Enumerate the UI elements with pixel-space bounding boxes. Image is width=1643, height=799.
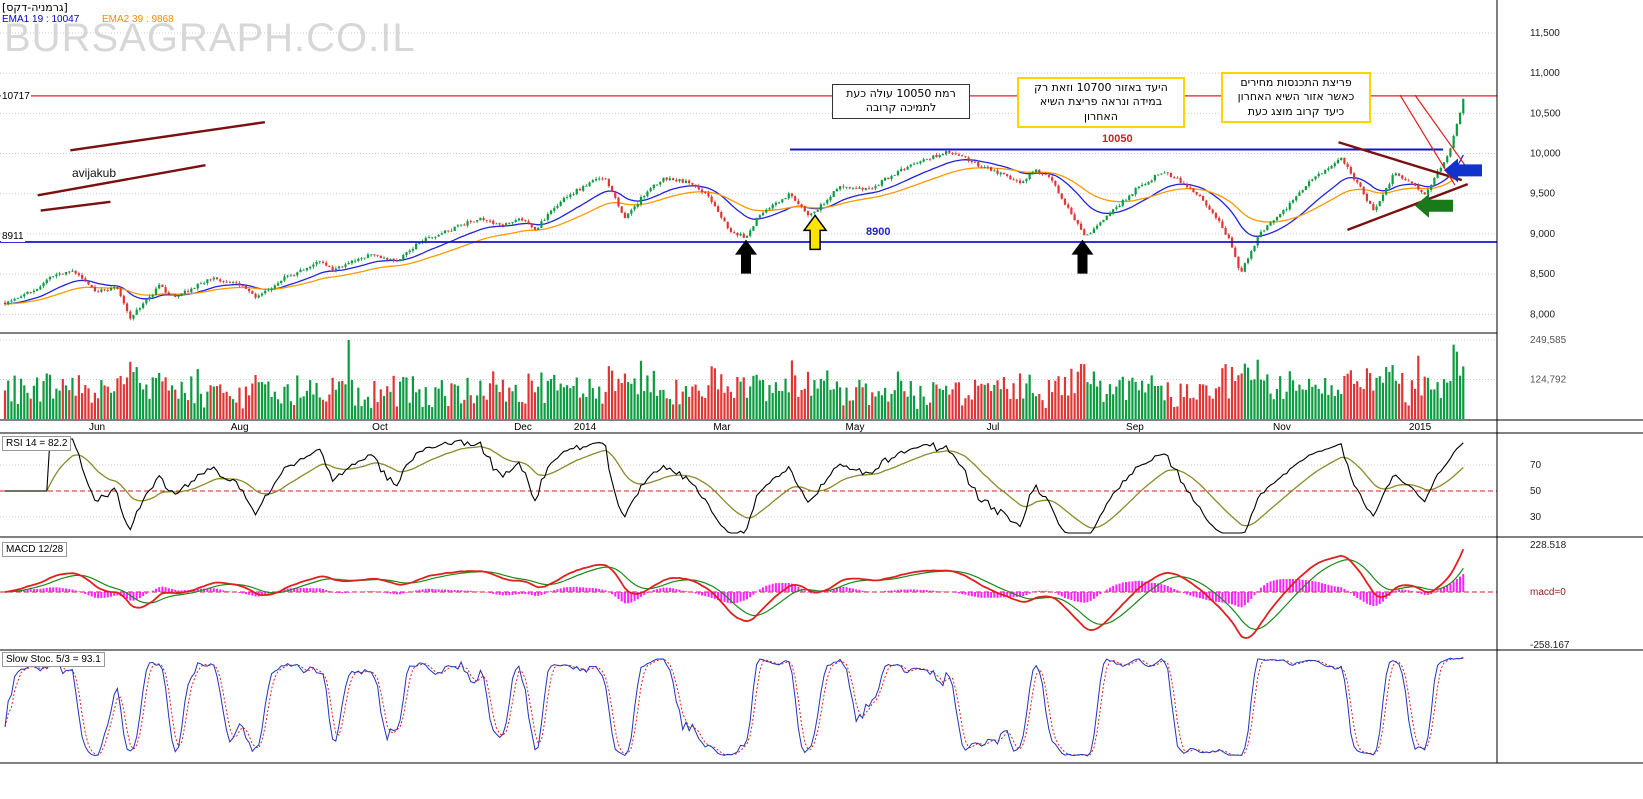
axis-tick-label: Nov bbox=[1273, 422, 1291, 433]
annotation-target-note: היעד באזור 10700 וזאת רק במידה ונראה פרי… bbox=[1017, 77, 1185, 128]
rsi-panel-label: RSI 14 = 82.2 bbox=[2, 436, 72, 451]
axis-tick-label: 8,500 bbox=[1530, 269, 1555, 280]
axis-tick-label: 228.518 bbox=[1530, 540, 1567, 551]
support-price-tag: 8911 bbox=[1, 231, 25, 242]
ema2-line bbox=[4, 167, 1464, 305]
green-left-arrow bbox=[1415, 193, 1453, 218]
axis-labels: 11,500 11,000 10,500 10,000 9,500 9,000 8,500 8… bbox=[1530, 28, 1570, 651]
axis-tick-label: May bbox=[846, 422, 865, 433]
axis-tick-label: 70 bbox=[1530, 460, 1542, 471]
axis-tick-label: 11,500 bbox=[1530, 28, 1560, 39]
yellow-up-arrow bbox=[802, 214, 828, 251]
arrow-markers bbox=[735, 158, 1482, 274]
rsi-line bbox=[5, 438, 1464, 534]
watermark: BURSAGRAPH.CO.IL bbox=[4, 16, 416, 60]
axis-tick-label: 10,500 bbox=[1530, 108, 1561, 119]
axis-tick-label: 249,585 bbox=[1530, 335, 1567, 346]
axis-tick-label: 10,000 bbox=[1530, 149, 1561, 160]
macd-histogram bbox=[7, 574, 1465, 608]
black-up-arrow-1 bbox=[735, 239, 757, 274]
rsi-smooth-line bbox=[5, 445, 1464, 529]
axis-tick-label: Sep bbox=[1126, 422, 1144, 433]
axis-tick-label: Jul bbox=[987, 422, 1000, 433]
red-breakout-line bbox=[1414, 94, 1471, 173]
resistance-price-tag: 10717 bbox=[1, 91, 31, 102]
level-8900-label: 8900 bbox=[866, 226, 891, 238]
axis-tick-label: 124,792 bbox=[1530, 375, 1567, 386]
stoch-panel bbox=[4, 657, 1464, 757]
level-10050-label: 10050 bbox=[1102, 133, 1133, 145]
axis-tick-label: 9,000 bbox=[1530, 229, 1555, 240]
ema1-line bbox=[4, 154, 1464, 305]
volume-bars bbox=[3, 340, 1465, 419]
axis-tick-label: 2014 bbox=[574, 422, 597, 433]
axis-tick-label: 8,000 bbox=[1530, 309, 1555, 320]
rsi-panel bbox=[5, 438, 1464, 534]
blue-left-arrow bbox=[1444, 158, 1482, 183]
axis-tick-label: 11,000 bbox=[1530, 68, 1560, 79]
annotation-breakout-note: פריצת התכנסות מחירים כאשר אזור השיא האחר… bbox=[1221, 72, 1371, 123]
axis-tick-label: Dec bbox=[514, 422, 532, 433]
axis-tick-label: 9,500 bbox=[1530, 189, 1555, 200]
axis-tick-label: Jun bbox=[89, 422, 105, 433]
macd-line bbox=[4, 548, 1465, 639]
macd-lines bbox=[4, 548, 1465, 639]
axis-tick-label: 50 bbox=[1530, 486, 1542, 497]
gridlines bbox=[0, 32, 1497, 593]
macd-panel-label: MACD 12/28 bbox=[2, 542, 68, 557]
panel-borders bbox=[0, 0, 1643, 764]
stoch-panel-label: Slow Stoc. 5/3 = 93.1 bbox=[2, 652, 105, 667]
x-axis-labels: Jun Aug Oct Dec 2014 Mar May Jul Sep Nov 2015 bbox=[89, 422, 1432, 433]
ema2-legend: EMA2 39 : 9868 bbox=[102, 14, 174, 25]
dark-red-trend-line bbox=[40, 200, 111, 212]
axis-tick-label: Oct bbox=[372, 422, 388, 433]
candles-layer bbox=[3, 98, 1465, 321]
axis-tick-label: 2015 bbox=[1409, 422, 1432, 433]
author-signature: avijakub bbox=[72, 166, 117, 180]
axis-tick-label: -258.167 bbox=[1530, 640, 1570, 651]
annotation-support-note: רמת 10050 עולה כעת לתמיכה קרובה bbox=[832, 84, 970, 119]
axis-tick-label: Mar bbox=[713, 422, 731, 433]
axis-tick-label: Aug bbox=[231, 422, 249, 433]
ema1-legend: EMA1 19 : 10047 bbox=[2, 14, 80, 25]
axis-tick-label: macd=0 bbox=[1530, 587, 1566, 598]
dark-red-trend-line bbox=[70, 121, 266, 152]
stoch-d-line bbox=[4, 657, 1464, 756]
instrument-title: [גרמניה-דקס] bbox=[2, 1, 68, 14]
stoch-k-line bbox=[4, 657, 1464, 757]
macd-signal-line bbox=[4, 559, 1464, 630]
ema-lines bbox=[4, 154, 1464, 305]
dark-red-trend-line bbox=[1347, 182, 1469, 232]
dark-red-trend-line bbox=[1338, 141, 1463, 182]
axis-tick-label: 30 bbox=[1530, 512, 1542, 523]
black-up-arrow-2 bbox=[1071, 239, 1094, 274]
dark-red-trend-line bbox=[37, 164, 206, 197]
